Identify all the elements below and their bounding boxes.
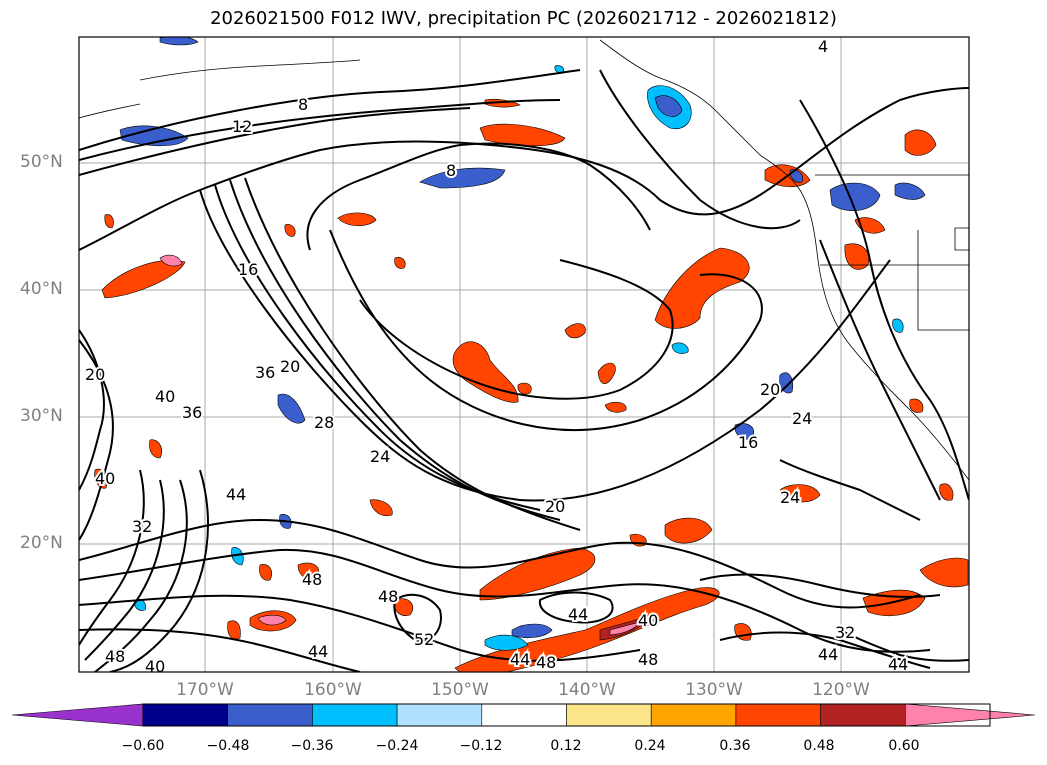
colorbar-tick: 0.12	[550, 738, 582, 754]
iwv-contours	[79, 69, 969, 672]
contour-label: 48	[302, 570, 322, 589]
lon-label-160w: 160°W	[304, 680, 362, 700]
lat-label-30n: 30°N	[20, 406, 63, 426]
contour-label: 48	[105, 647, 125, 666]
contour-label: 48	[536, 653, 556, 672]
colorbar-segment	[566, 703, 652, 727]
lon-label-170w: 170°W	[176, 680, 234, 700]
coastlines	[79, 39, 969, 481]
colorbar-tick: 0.60	[888, 738, 920, 754]
colorbar-segment	[142, 703, 228, 727]
contour-label: 40	[638, 611, 658, 630]
map-panel: 4 8 12 16 20 24 28 32 36 40 44 48 52 8 1…	[78, 36, 970, 676]
contour-label: 40	[95, 469, 115, 488]
colorbar-segment	[227, 703, 313, 727]
colorbar-extend-left	[11, 703, 144, 727]
colorbar-segment	[820, 703, 906, 727]
contour-label: 44	[510, 650, 530, 669]
contour-label: 4	[818, 37, 828, 56]
colorbar-tick: 0.48	[803, 738, 835, 754]
contour-label: 48	[378, 587, 398, 606]
colorbar-extend-right	[904, 703, 1036, 727]
contour-label: 8	[446, 161, 456, 180]
lon-label-130w: 130°W	[685, 680, 743, 700]
colorbar-segment	[735, 703, 821, 727]
map-frame	[78, 36, 970, 673]
contour-label: 40	[155, 387, 175, 406]
map-title: 2026021500 F012 IWV, precipitation PC (2…	[210, 8, 837, 29]
contour-label: 32	[835, 623, 855, 642]
colorbar-tick: −0.12	[459, 738, 503, 754]
colorbar-segment	[312, 703, 398, 727]
lat-label-40n: 40°N	[20, 279, 63, 299]
contour-label: 40	[145, 657, 165, 676]
colorbar-tick: −0.24	[375, 738, 419, 754]
contour-label: 36	[255, 363, 275, 382]
contour-label: 20	[545, 497, 565, 516]
lon-label-120w: 120°W	[812, 680, 870, 700]
contour-label: 44	[888, 655, 908, 674]
precip-negative-patches	[119, 37, 926, 651]
colorbar-tick: −0.60	[121, 738, 165, 754]
contour-label: 44	[308, 642, 328, 661]
colorbar-segment	[481, 703, 567, 727]
contour-label: 20	[280, 357, 300, 376]
contour-label: 16	[238, 260, 258, 279]
lon-label-150w: 150°W	[431, 680, 489, 700]
contour-label: 36	[182, 403, 202, 422]
contour-label: 24	[792, 409, 812, 428]
lat-label-50n: 50°N	[20, 152, 63, 172]
colorbar-tick: 0.24	[634, 738, 666, 754]
contour-label: 12	[232, 117, 252, 136]
contour-label: 32	[132, 517, 152, 536]
contour-label: 52	[414, 630, 434, 649]
precip-positive-patches	[94, 98, 969, 672]
lon-label-140w: 140°W	[558, 680, 616, 700]
colorbar-tick: −0.36	[290, 738, 334, 754]
colorbar-tick: −0.48	[206, 738, 250, 754]
lat-label-20n: 20°N	[20, 533, 63, 553]
colorbar-segment	[396, 703, 483, 727]
contour-label: 24	[780, 488, 800, 507]
contour-labels: 4 8 12 16 20 24 28 32 36 40 44 48 52 8 1…	[83, 37, 910, 676]
contour-label: 44	[226, 485, 246, 504]
colorbar-tick: 0.36	[719, 738, 751, 754]
contour-label: 24	[370, 447, 390, 466]
contour-label: 20	[85, 365, 105, 384]
contour-label: 44	[568, 605, 588, 624]
colorbar-segment	[650, 703, 737, 727]
contour-label: 16	[738, 433, 758, 452]
contour-label: 48	[638, 650, 658, 669]
contour-label: 28	[314, 413, 334, 432]
contour-label: 8	[298, 95, 308, 114]
contour-label: 44	[818, 645, 838, 664]
contour-label: 20	[760, 380, 780, 399]
